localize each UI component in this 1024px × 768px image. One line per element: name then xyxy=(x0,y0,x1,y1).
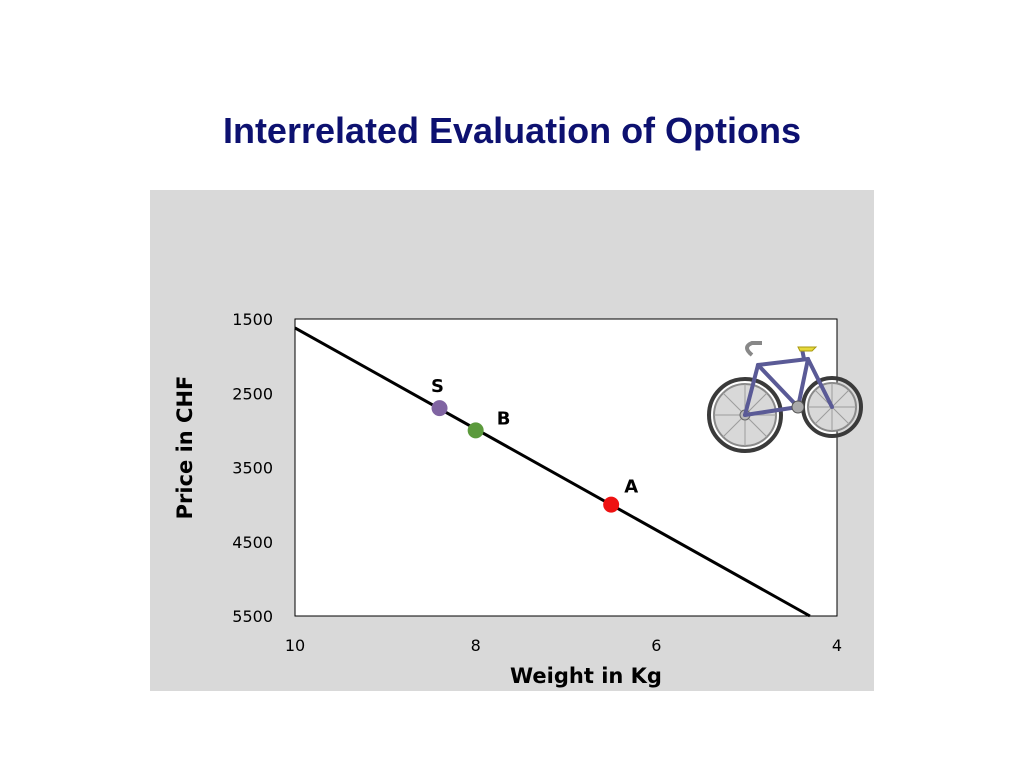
y-tick-label: 5500 xyxy=(232,607,273,626)
x-axis-title: Weight in Kg xyxy=(510,664,662,688)
trend-line xyxy=(294,326,811,618)
plot-area xyxy=(294,318,838,617)
y-axis-title: Price in CHF xyxy=(173,376,197,520)
slide-title: Interrelated Evaluation of Options xyxy=(222,110,802,151)
x-tick-label: 4 xyxy=(832,636,842,655)
chart-svg: 1500 2500 3500 4500 5500 10 8 6 4 Weight in Kg Pri… xyxy=(173,310,863,688)
data-point-s xyxy=(431,400,448,417)
point-label-b: B xyxy=(497,408,511,429)
x-tick-label: 6 xyxy=(651,636,661,655)
plot-layer: 1500 2500 3500 4500 5500 10 8 6 4 Weight in Kg Pri… xyxy=(173,310,842,688)
chart-panel: 1500 2500 3500 4500 5500 10 8 6 4 Weight in Kg Pri… xyxy=(150,190,874,691)
point-label-a: A xyxy=(624,477,638,498)
y-tick-label: 4500 xyxy=(232,533,273,552)
point-label-s: S xyxy=(431,376,444,397)
x-tick-label: 8 xyxy=(471,636,481,655)
data-point-b xyxy=(467,422,484,439)
y-tick-label: 2500 xyxy=(232,384,273,403)
x-tick-label: 10 xyxy=(285,636,305,655)
y-tick-label: 1500 xyxy=(232,310,273,329)
y-tick-label: 3500 xyxy=(232,459,273,478)
data-point-a xyxy=(603,496,620,513)
bicycle-icon xyxy=(707,341,863,453)
